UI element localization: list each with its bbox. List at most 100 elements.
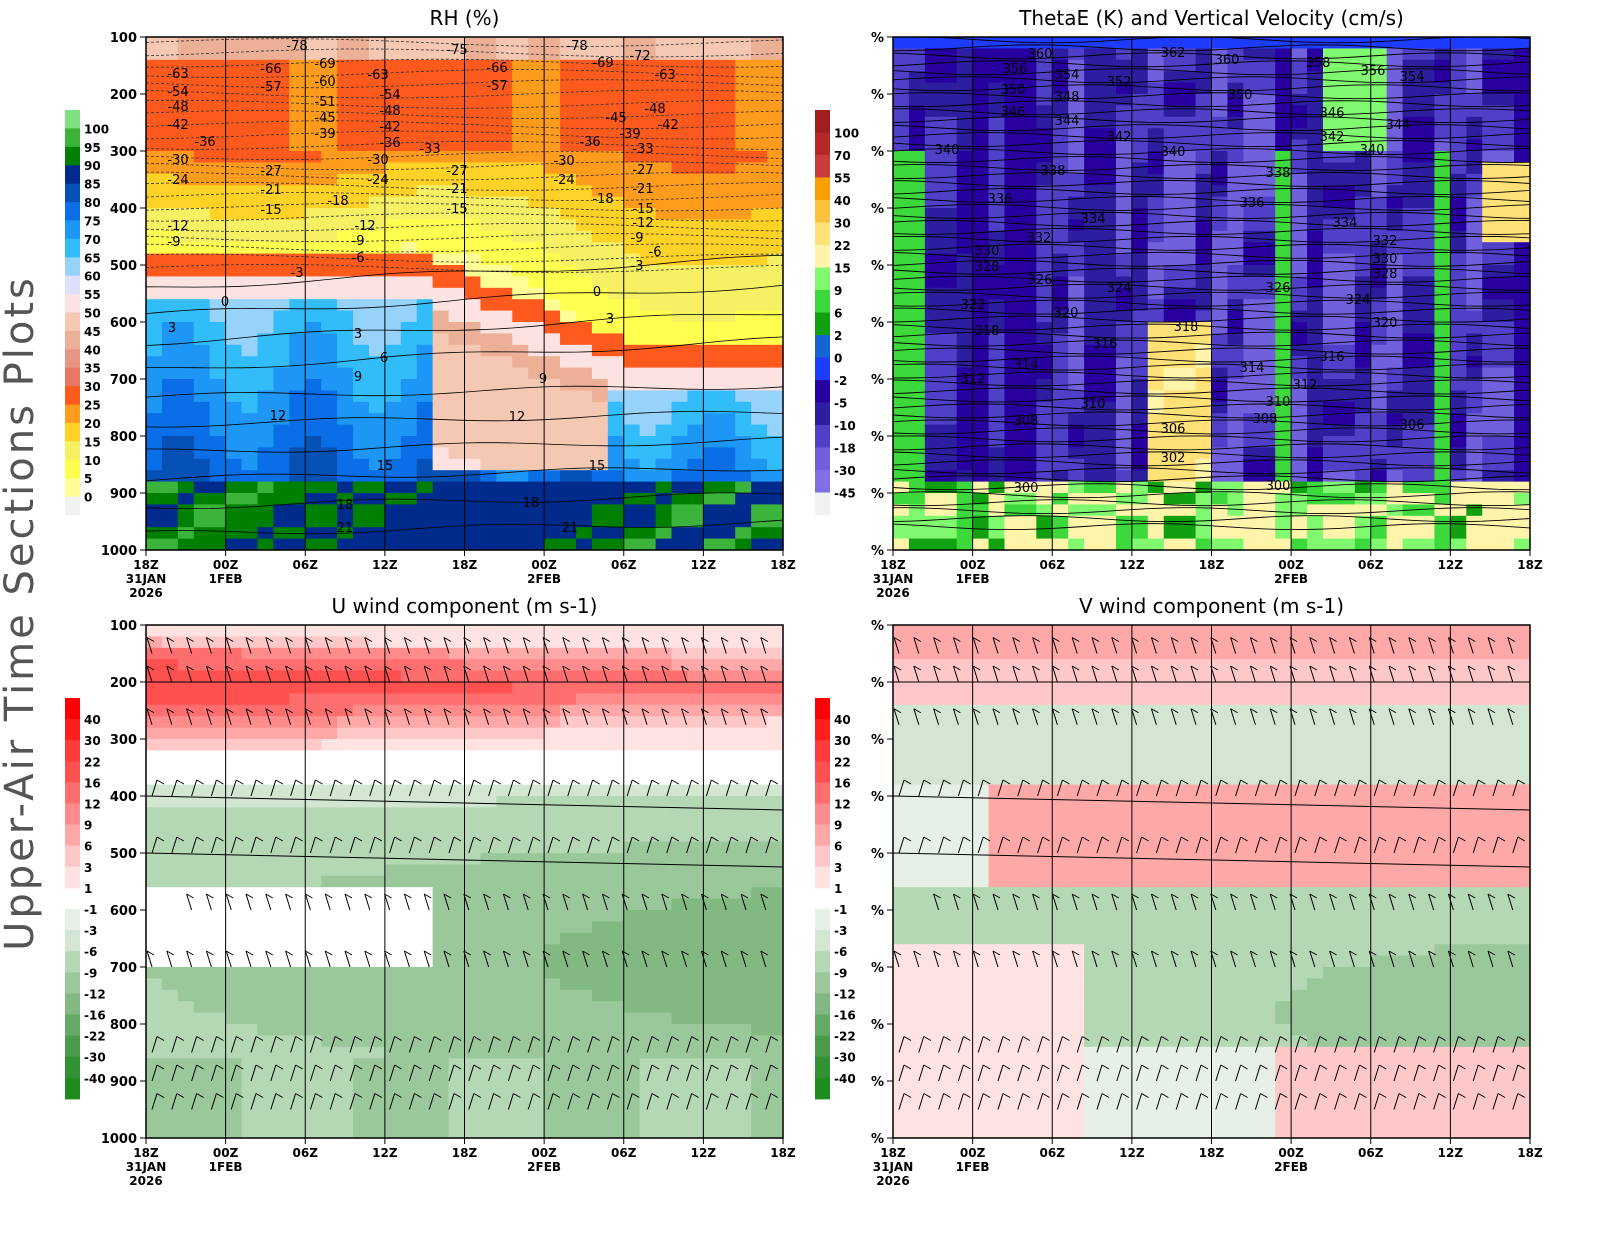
field-cell (416, 625, 434, 637)
field-cell (353, 967, 370, 979)
field-cell (289, 82, 306, 95)
field-cell (528, 82, 545, 95)
field-cell (225, 1001, 243, 1014)
field-cell (480, 967, 497, 979)
field-cell (146, 1024, 163, 1036)
field-cell (241, 538, 259, 551)
field-cell (1115, 481, 1133, 494)
field-cell (273, 538, 290, 551)
field-cell (893, 94, 910, 106)
field-cell (496, 401, 513, 414)
field-cell (337, 761, 354, 774)
field-cell (225, 162, 243, 175)
field-cell (353, 82, 370, 95)
y-tick-label: 1000 (101, 544, 137, 559)
field-cell (988, 538, 1006, 551)
field-cell (671, 242, 689, 255)
field-cell (1036, 356, 1053, 369)
field-cell (607, 504, 625, 517)
field-cell (289, 37, 306, 49)
field-cell (273, 818, 290, 831)
field-cell (1179, 94, 1197, 106)
field-cell (193, 401, 211, 414)
field-cell (464, 413, 482, 426)
field-cell (719, 253, 736, 266)
field-cell (241, 493, 259, 505)
field-cell (353, 401, 370, 414)
field-cell (1163, 265, 1181, 277)
field-cell (177, 151, 195, 163)
field-cell (464, 151, 482, 163)
field-cell (448, 773, 466, 786)
field-cell (767, 196, 784, 209)
field-cell (225, 481, 243, 494)
field-cell (161, 818, 179, 831)
field-cell (337, 647, 354, 660)
field-cell (368, 716, 386, 729)
field-cell (289, 310, 306, 323)
field-cell (1195, 504, 1213, 517)
field-cell (1386, 527, 1404, 540)
contour-label: 308 (1253, 412, 1278, 427)
field-cell (273, 59, 290, 72)
field-cell (209, 636, 227, 649)
field-cell (241, 659, 259, 672)
field-cell (448, 82, 466, 95)
field-cell (671, 470, 689, 483)
field-cell (591, 538, 609, 551)
field-cell (289, 967, 306, 979)
field-cell (1275, 105, 1292, 118)
field-cell (464, 807, 482, 820)
field-cell (416, 390, 434, 403)
field-cell (908, 470, 926, 483)
field-cell (241, 1024, 259, 1036)
colorbar-swatch (815, 335, 830, 358)
field-cell (146, 830, 163, 843)
field-cell (146, 887, 163, 900)
field-cell (400, 322, 418, 334)
field-cell (1291, 470, 1308, 483)
field-cell (225, 761, 243, 774)
field-cell (1514, 116, 1531, 129)
field-cell (767, 128, 784, 141)
field-cell (146, 784, 163, 797)
field-cell (432, 1081, 450, 1093)
field-cell (209, 967, 227, 979)
field-cell (767, 379, 784, 391)
field-cell (496, 299, 513, 312)
field-cell (528, 230, 545, 243)
field-cell (177, 1103, 195, 1116)
field-cell (544, 219, 561, 232)
field-cell (924, 242, 942, 255)
field-cell (972, 82, 990, 95)
field-cell (1163, 105, 1181, 118)
field-cell (924, 493, 942, 505)
field-cell (607, 538, 625, 551)
field-cell (177, 989, 195, 1002)
field-cell (193, 784, 211, 797)
field-cell (512, 173, 529, 186)
field-cell (1227, 458, 1244, 471)
field-cell (209, 481, 227, 494)
field-cell (1084, 322, 1101, 334)
field-cell (464, 128, 482, 141)
field-cell (544, 538, 561, 551)
contour-label: 12 (270, 409, 287, 424)
field-cell (225, 807, 243, 820)
field-cell (464, 94, 482, 106)
field-cell (257, 116, 274, 129)
x-tick-label: 18Z (1199, 558, 1225, 572)
field-cell (209, 1126, 227, 1139)
field-cell (719, 424, 736, 437)
field-cell (1354, 390, 1372, 403)
field-cell (1514, 139, 1531, 152)
field-cell (289, 390, 306, 403)
field-cell (1450, 128, 1467, 141)
field-cell (177, 447, 195, 460)
field-cell (448, 493, 466, 505)
field-cell (146, 379, 163, 391)
field-cell (496, 185, 513, 198)
field-cell (448, 818, 466, 831)
field-cell (1482, 436, 1499, 448)
field-cell (337, 196, 354, 209)
